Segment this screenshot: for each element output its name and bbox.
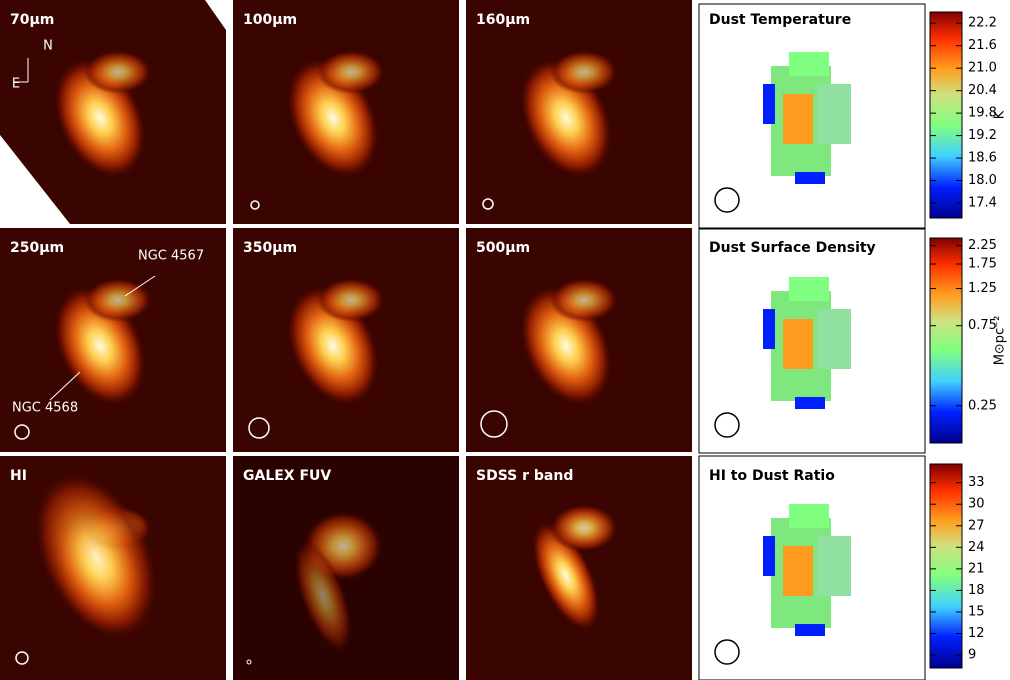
colorbar-tick-label: 12 bbox=[968, 626, 985, 641]
panel-map bbox=[698, 228, 926, 454]
colorbar-tick-label: 21 bbox=[968, 561, 985, 576]
colorbar-tick-label: 2.25 bbox=[968, 238, 997, 253]
panel-label: 70μm bbox=[10, 12, 54, 28]
colorbar-tick-label: 0.25 bbox=[968, 398, 997, 413]
panel-label: GALEX FUV bbox=[243, 468, 331, 484]
panel-label: SDSS r band bbox=[476, 468, 573, 484]
colorbar-tick-label: 18.0 bbox=[968, 173, 997, 188]
colorbar-tick-label: 18 bbox=[968, 583, 985, 598]
colorbar-tick-label: 9 bbox=[968, 648, 976, 663]
colorbar-label: K bbox=[993, 110, 1008, 119]
panel-image bbox=[466, 0, 692, 224]
colorbar-tick-label: 20.4 bbox=[968, 83, 997, 98]
panel-map bbox=[698, 455, 926, 680]
panel-label: 350μm bbox=[243, 240, 297, 256]
colorbar-tick-label: 33 bbox=[968, 475, 985, 490]
annotation: E bbox=[12, 77, 20, 92]
colorbars: 17.4 18.0 18.6 19.2 19.8 20.4 21.0 21.6 22.2 K 0.2… bbox=[929, 11, 1008, 669]
panel-image bbox=[466, 228, 692, 452]
panel-image bbox=[233, 456, 459, 680]
colorbar-label: M⊙pc⁻² bbox=[993, 316, 1008, 366]
colorbar-tick-label: 24 bbox=[968, 540, 985, 555]
annotation: NGC 4568 bbox=[12, 401, 78, 416]
panel-label: HI bbox=[10, 468, 27, 484]
panel-image: N E bbox=[0, 0, 226, 224]
colorbar-tick-label: 19.2 bbox=[968, 128, 997, 143]
colorbar-tick-label: 18.6 bbox=[968, 151, 997, 166]
panel-label: 160μm bbox=[476, 12, 530, 28]
panel-image bbox=[233, 228, 459, 452]
panel-label: Dust Temperature bbox=[709, 12, 851, 28]
panel-label: 250μm bbox=[10, 240, 64, 256]
colorbar-tick-label: 21.6 bbox=[968, 38, 997, 53]
colorbar-tick-label: 21.0 bbox=[968, 61, 997, 76]
panel-label: 500μm bbox=[476, 240, 530, 256]
annotation: N bbox=[43, 39, 53, 54]
panel-labels: 70μm 100μm 160μm Dust Temperature 250μm 350μm… bbox=[10, 12, 876, 484]
colorbar-tick-label: 30 bbox=[968, 497, 985, 512]
colorbar bbox=[929, 11, 963, 219]
colorbar-tick-label: 17.4 bbox=[968, 196, 997, 211]
colorbar bbox=[929, 463, 963, 669]
panel-label: 100μm bbox=[243, 12, 297, 28]
colorbar-tick-label: 27 bbox=[968, 518, 985, 533]
panel-image bbox=[0, 456, 226, 680]
panel-image bbox=[466, 456, 692, 680]
colorbar-tick-label: 19.8 bbox=[968, 106, 997, 121]
panel-label: HI to Dust Ratio bbox=[709, 468, 835, 484]
annotation: NGC 4567 bbox=[138, 249, 204, 264]
colorbar-tick-label: 0.75 bbox=[968, 318, 997, 333]
panel-image: NGC 4567 NGC 4568 bbox=[0, 228, 226, 452]
panel-label: Dust Surface Density bbox=[709, 240, 876, 256]
colorbar-tick-label: 15 bbox=[968, 604, 985, 619]
colorbar bbox=[929, 237, 963, 444]
colorbar-tick-label: 1.25 bbox=[968, 281, 997, 296]
panel-map bbox=[698, 3, 926, 229]
panel-image bbox=[233, 0, 459, 224]
colorbar-tick-label: 22.2 bbox=[968, 16, 997, 31]
colorbar-tick-label: 1.75 bbox=[968, 256, 997, 271]
